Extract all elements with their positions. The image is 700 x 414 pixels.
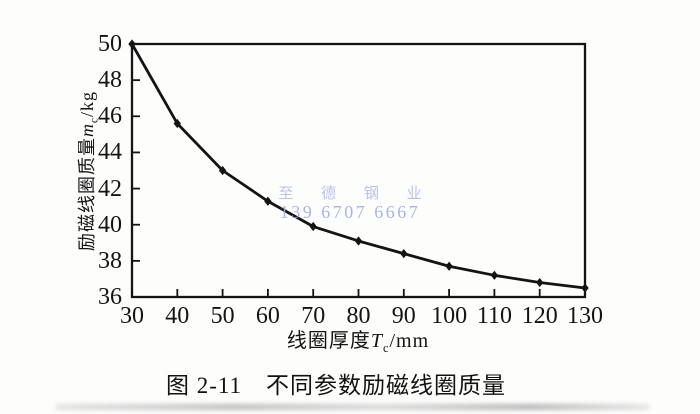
scan-artifact xyxy=(55,404,650,410)
x-tick-label: 50 xyxy=(210,303,235,329)
y-tick-label: 36 xyxy=(98,284,122,310)
data-point-marker xyxy=(128,39,136,49)
y-tick-label: 48 xyxy=(98,67,122,94)
data-point-marker xyxy=(536,277,544,288)
caption-figure-number: 图 2-11 xyxy=(165,373,243,398)
y-tick-label: 50 xyxy=(98,31,122,57)
x-tick-label: 60 xyxy=(255,303,280,329)
x-tick-label: 120 xyxy=(521,303,558,329)
x-axis-title-text: 线圈厚度 xyxy=(286,330,371,352)
data-point-marker xyxy=(490,270,499,280)
y-axis-symbol-subscript: c xyxy=(88,117,101,123)
data-point-marker xyxy=(581,283,589,293)
y-axis-title: 励磁线圈质量mc/kg xyxy=(73,51,101,291)
plot-frame xyxy=(130,42,587,299)
data-point-marker xyxy=(445,261,453,271)
y-axis-unit: /kg xyxy=(77,91,97,118)
x-axis-symbol: T xyxy=(370,330,383,352)
y-axis-symbol: m xyxy=(77,122,97,137)
y-tick-label: 46 xyxy=(98,103,122,130)
x-tick-label: 70 xyxy=(301,303,326,329)
caption-title: 不同参数励磁线圈质量 xyxy=(266,373,507,398)
y-tick-label: 40 xyxy=(98,211,122,238)
x-axis-unit: /mm xyxy=(389,330,430,352)
data-point-marker xyxy=(218,165,227,176)
x-tick-label: 110 xyxy=(476,303,512,329)
x-tick-label: 100 xyxy=(431,303,468,329)
data-point-marker xyxy=(354,236,363,246)
x-tick-label: 30 xyxy=(120,303,144,329)
x-axis-title: 线圈厚度Tc/mm xyxy=(208,324,508,355)
y-axis-title-text: 励磁线圈质量 xyxy=(77,136,97,251)
figure-caption: 图 2-11 不同参数励磁线圈质量 xyxy=(0,366,672,400)
y-tick-label: 42 xyxy=(98,175,122,202)
y-tick-label: 38 xyxy=(98,247,122,274)
y-tick-label: 44 xyxy=(98,139,122,166)
x-tick-label: 130 xyxy=(567,303,603,329)
data-point-marker xyxy=(264,196,272,206)
x-tick-label: 90 xyxy=(391,303,416,329)
x-axis-symbol-subscript: c xyxy=(382,341,390,355)
data-point-marker xyxy=(309,221,317,232)
x-tick-label: 40 xyxy=(165,303,190,329)
data-point-marker xyxy=(400,249,408,259)
x-tick-label: 80 xyxy=(346,303,371,329)
series-line xyxy=(130,42,587,290)
data-point-marker xyxy=(173,118,181,129)
